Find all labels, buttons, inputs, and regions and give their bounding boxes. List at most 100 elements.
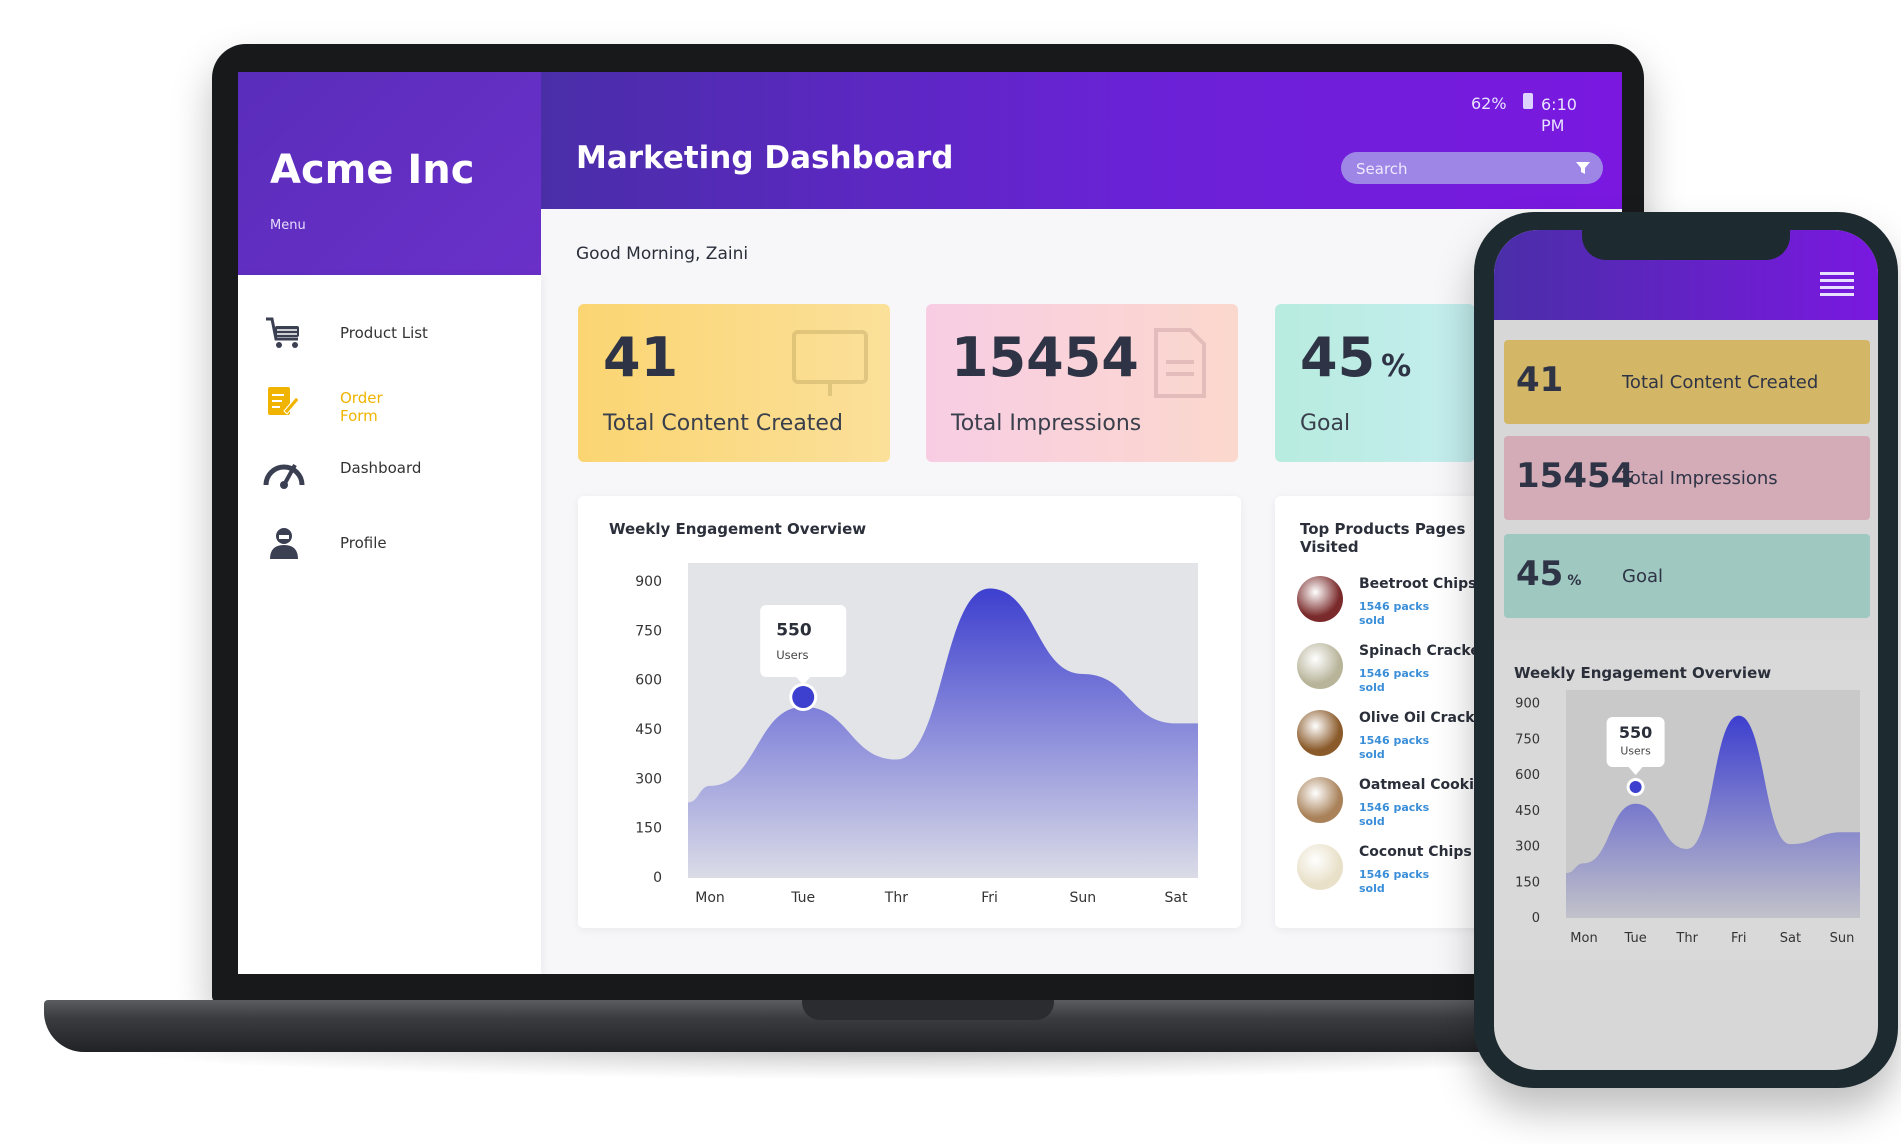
stat-label: Total Content Created: [603, 411, 843, 436]
tooltip-value: 550: [1619, 723, 1652, 742]
sidebar-item-order-form[interactable]: Order Form: [262, 383, 522, 433]
phone-screen: 41 Total Content Created 15454 Total Imp…: [1494, 230, 1878, 1070]
highlight-point[interactable]: [1629, 781, 1642, 794]
user-icon: [270, 528, 298, 559]
y-tick-label: 300: [635, 771, 662, 787]
x-tick-label: Sat: [1780, 931, 1801, 946]
order-form-icon: [268, 387, 300, 415]
stat-value: 45%: [1300, 326, 1412, 389]
tooltip-pointer: [796, 677, 811, 686]
sidebar-item-label: Profile: [340, 534, 387, 552]
sidebar-item-product-list[interactable]: Product List: [262, 313, 522, 363]
mobile-stat-impressions[interactable]: 15454 Total Impressions: [1504, 436, 1870, 520]
sidebar-item-profile[interactable]: Profile: [262, 523, 522, 573]
x-tick-label: Thr: [884, 890, 908, 906]
sold-sign-icon: [792, 330, 868, 396]
laptop-notch: [802, 1000, 1054, 1020]
mobile-stat-value: 41: [1516, 360, 1564, 400]
mobile-stat-goal[interactable]: 45% Goal: [1504, 534, 1870, 618]
y-tick-label: 600: [635, 673, 662, 689]
products-title: Top Products Pages Visited: [1300, 520, 1466, 556]
sidebar-item-dashboard[interactable]: Dashboard: [262, 453, 522, 503]
mobile-chart-title: Weekly Engagement Overview: [1514, 664, 1772, 682]
product-sold-count: 1546 packs sold: [1359, 801, 1430, 828]
tooltip-box: [1606, 717, 1665, 768]
brand-title: Acme Inc: [270, 147, 475, 193]
sidebar-item-label: Dashboard: [340, 459, 422, 477]
tooltip-label: Users: [776, 648, 808, 662]
y-tick-label: 750: [635, 623, 662, 639]
search-box[interactable]: [1341, 152, 1603, 184]
mobile-stat-label: Total Impressions: [1622, 468, 1778, 489]
stat-value: 41: [603, 326, 679, 389]
y-tick-label: 300: [1515, 840, 1540, 855]
product-name: Coconut Chips: [1359, 844, 1472, 860]
search-input[interactable]: [1354, 159, 1558, 179]
greeting: Good Morning, Zaini: [576, 244, 749, 264]
x-tick-label: Thr: [1675, 931, 1698, 946]
stat-card-goal[interactable]: 45% Goal: [1275, 304, 1475, 462]
cart-icon: [266, 317, 299, 348]
mobile-stat-label: Total Content Created: [1622, 372, 1819, 393]
y-tick-label: 150: [1515, 875, 1540, 890]
mobile-stat-content[interactable]: 41 Total Content Created: [1504, 340, 1870, 424]
x-tick-label: Mon: [695, 890, 725, 906]
phone-device: 41 Total Content Created 15454 Total Imp…: [1474, 212, 1898, 1088]
product-name: Oatmeal Cooki: [1359, 777, 1474, 793]
product-thumbnail: [1297, 710, 1343, 756]
sidebar-item-label: Product List: [340, 324, 428, 342]
battery-percent: 62%: [1471, 94, 1507, 113]
filter-icon[interactable]: [1575, 160, 1591, 176]
clock-time: 6:10 PM: [1541, 95, 1577, 135]
document-icon: [1154, 328, 1206, 398]
tooltip-value: 550: [776, 620, 812, 640]
sidebar-item-label: Order Form: [340, 389, 383, 425]
laptop-screen: Acme Inc Menu Product List Order For: [238, 72, 1622, 974]
mobile-engagement-chart[interactable]: 900 750 600 450 300 150 0 Mon Tue Thr Fri Sat Sun 550…: [1494, 640, 1878, 960]
sidebar-header: Acme Inc Menu: [238, 72, 541, 275]
product-sold-count: 1546 packs sold: [1359, 868, 1430, 895]
battery-icon: [1523, 93, 1533, 109]
stat-label: Goal: [1300, 411, 1351, 436]
product-item[interactable]: Coconut Chips 1546 packs sold: [1297, 844, 1517, 904]
product-item[interactable]: Oatmeal Cooki 1546 packs sold: [1297, 777, 1517, 837]
product-item[interactable]: Olive Oil Cracke 1546 packs sold: [1297, 710, 1517, 770]
chart-title: Weekly Engagement Overview: [609, 520, 867, 538]
page-title: Marketing Dashboard: [576, 140, 954, 176]
y-tick-label: 900: [1515, 697, 1540, 712]
tooltip-pointer: [1628, 767, 1643, 776]
mobile-stat-label: Goal: [1622, 566, 1663, 587]
product-name: Spinach Cracke: [1359, 643, 1480, 659]
y-tick-label: 600: [1515, 768, 1540, 783]
x-tick-label: Fri: [1731, 931, 1747, 946]
x-tick-label: Mon: [1570, 931, 1597, 946]
tooltip-box: [760, 605, 847, 678]
stat-label: Total Impressions: [951, 411, 1142, 436]
mobile-engagement-card: Weekly Engagement Overview 900 750 600 450 3…: [1494, 640, 1878, 960]
phone-notch: [1582, 230, 1790, 260]
y-tick-label: 0: [653, 870, 662, 886]
stat-value: 15454: [951, 326, 1139, 389]
y-tick-label: 150: [635, 821, 662, 837]
menu-label[interactable]: Menu: [270, 218, 306, 233]
stat-card-impressions[interactable]: 15454 Total Impressions: [926, 304, 1238, 462]
x-tick-label: Tue: [790, 890, 815, 906]
x-tick-label: Sun: [1069, 890, 1096, 906]
product-sold-count: 1546 packs sold: [1359, 667, 1430, 694]
area-series: [1566, 715, 1860, 918]
product-sold-count: 1546 packs sold: [1359, 600, 1430, 627]
x-tick-label: Fri: [981, 890, 998, 906]
mobile-stat-value: 45%: [1516, 554, 1582, 594]
stat-card-content[interactable]: 41 Total Content Created: [578, 304, 890, 462]
y-tick-label: 750: [1515, 732, 1540, 747]
product-item[interactable]: Spinach Cracke 1546 packs sold: [1297, 643, 1517, 703]
hamburger-menu-icon[interactable]: [1820, 272, 1854, 298]
sidebar: Product List Order Form Dashboard: [238, 275, 541, 974]
product-thumbnail: [1297, 576, 1343, 622]
highlight-point[interactable]: [792, 686, 815, 709]
y-tick-label: 450: [1515, 804, 1540, 819]
product-item[interactable]: Beetroot Chips 1546 packs sold: [1297, 576, 1517, 636]
product-thumbnail: [1297, 777, 1343, 823]
engagement-chart[interactable]: 900 750 600 450 300 150 0 Mon Tue Thr Fri Sun Sat 550…: [578, 496, 1241, 928]
mobile-stat-value: 15454: [1516, 456, 1635, 496]
